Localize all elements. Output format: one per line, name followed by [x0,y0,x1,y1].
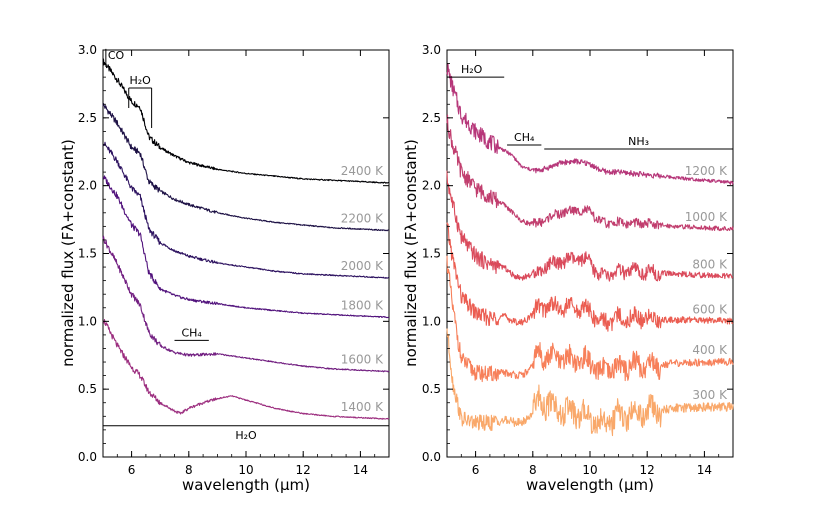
right-annotation-label: H₂O [461,63,483,76]
left-annotation-label: H₂O [235,429,257,442]
left-y-tick-label: 1.0 [78,314,97,328]
left-axes-group: 6 8 10 12 14 0.0 0.5 1.0 1.5 2.0 2.5 3.0 [78,43,390,477]
left-x-tick-label: 12 [296,463,311,477]
left-series-label: 2000 K [341,259,384,273]
right-x-tick-label: 10 [582,463,597,477]
right-series-label: 300 K [692,388,728,402]
right-series-label: 1000 K [685,210,728,224]
right-x-tick-label: 8 [529,463,537,477]
left-series-line-1400k [102,319,390,420]
left-annotation-label: CH₄ [181,326,202,339]
right-series-label: 400 K [692,343,728,357]
left-y-tick-label: 2.5 [78,111,97,125]
right-series-line-300k [446,328,734,437]
left-series-line-2000k [102,141,390,279]
right-x-axis-label: wavelength (μm) [526,476,654,494]
left-x-tick-label: 8 [185,463,193,477]
left-annotation-label: CO [108,49,125,62]
right-series-label: 600 K [692,302,728,316]
right-series-line-1200k [446,63,734,185]
right-y-axis-label: normalized flux (Fλ+constant) [402,139,420,367]
right-plot-frame [446,49,734,458]
left-series-label: 2200 K [341,211,384,225]
left-series-group: 2400 K 2200 K 2000 K 1800 K 1600 K 1400 K [102,58,390,420]
right-series-label: 1200 K [685,164,728,178]
left-annotations-group: CO H₂O CH₄ H₂O [103,48,389,442]
right-series-line-1000k [446,114,734,232]
right-panel: 1200 K 1000 K 800 K 600 K 400 K 300 K H₂O CH₄ N… [402,43,734,494]
left-series-label: 1400 K [341,400,384,414]
left-y-tick-label: 0.5 [78,382,97,396]
right-y-tick-label: 2.0 [422,179,441,193]
left-annotation-label: H₂O [130,74,152,87]
right-series-line-600k [446,222,734,332]
right-annotations-group: H₂O CH₄ NH₃ [447,63,733,150]
right-y-tick-label: 0.5 [422,382,441,396]
right-annotation-label: CH₄ [514,131,535,144]
left-y-tick-label: 0.0 [78,450,97,464]
right-x-tick-label: 14 [697,463,712,477]
left-series-line-2200k [102,102,390,232]
left-panel: 2400 K 2200 K 2000 K 1800 K 1600 K 1400 K CO H… [59,43,390,494]
left-series-line-1800k [102,175,390,319]
left-x-axis-label: wavelength (μm) [182,476,310,494]
right-x-tick-label: 12 [640,463,655,477]
left-y-tick-label: 3.0 [78,43,97,57]
right-x-tick-label: 6 [472,463,480,477]
right-series-line-400k [446,255,734,383]
right-series-label: 800 K [692,258,728,272]
left-series-line-2400k [102,58,390,184]
right-y-tick-label: 2.5 [422,111,441,125]
left-x-tick-label: 14 [353,463,368,477]
right-axes-group: 6 8 10 12 14 0.0 0.5 1.0 1.5 2.0 2.5 3.0 [422,43,734,477]
right-y-tick-label: 3.0 [422,43,441,57]
right-series-group: 1200 K 1000 K 800 K 600 K 400 K 300 K [446,63,734,437]
left-x-tick-label: 10 [238,463,253,477]
left-series-label: 2400 K [341,164,384,178]
left-y-tick-label: 1.5 [78,247,97,261]
left-series-label: 1800 K [341,298,384,312]
left-y-axis-label: normalized flux (Fλ+constant) [59,139,77,367]
right-annotation-label: NH₃ [628,135,649,148]
right-y-tick-label: 1.0 [422,314,441,328]
left-y-tick-label: 2.0 [78,179,97,193]
right-y-tick-label: 1.5 [422,247,441,261]
left-series-label: 1600 K [341,353,384,367]
right-series-line-800k [446,170,734,282]
left-x-tick-label: 6 [128,463,136,477]
right-y-tick-label: 0.0 [422,450,441,464]
left-series-line-1600k [102,235,390,373]
left-plot-frame [102,49,390,458]
